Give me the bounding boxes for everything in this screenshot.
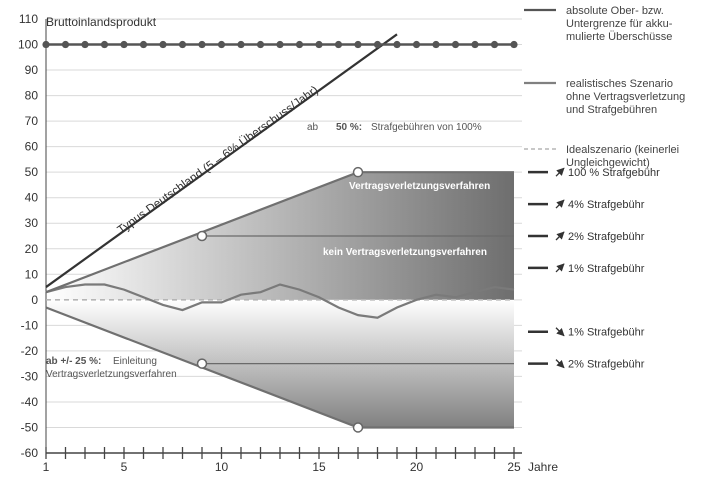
- realistic-scenario-line: [45, 283, 515, 319]
- arrow-down-icon: [555, 359, 565, 369]
- gdp-point: [373, 40, 382, 49]
- gdp-point: [295, 40, 304, 49]
- threshold-marker: [196, 230, 208, 242]
- gdp-point: [451, 40, 460, 49]
- legend-label: Ungleichgewicht): [566, 157, 650, 169]
- y-tick-label: 40: [25, 191, 39, 205]
- legend-label: und Strafgebühren: [566, 104, 657, 116]
- gdp-point: [178, 40, 187, 49]
- threshold-marker: [196, 358, 208, 369]
- threshold-markers: [196, 166, 364, 433]
- gdp-point: [490, 40, 499, 49]
- gdp-point: [412, 40, 421, 49]
- legend-label: absolute Ober- bzw.: [566, 5, 664, 17]
- x-tick-label: 25: [507, 460, 521, 474]
- arrow-down-icon: [555, 327, 565, 337]
- penalty-label: 2% Strafgebühr: [568, 359, 645, 371]
- y-tick-label: -40: [21, 395, 39, 409]
- x-tick-label: 1: [43, 460, 50, 474]
- zone-label-1: Vertragsverletzungsverfahren: [349, 181, 490, 192]
- gdp-point: [61, 40, 70, 49]
- y-tick-label: 100: [18, 38, 38, 52]
- legend-label: ohne Vertragsverletzung: [566, 91, 685, 103]
- penalty-label: 1% Strafgebühr: [568, 327, 645, 339]
- lower-text-2: Vertragsverletzungsverfahren: [46, 369, 177, 380]
- gdp-point: [198, 40, 206, 49]
- penalty-label: 100 % Strafgebühr: [568, 167, 660, 179]
- gdp-point: [256, 40, 265, 49]
- arrow-up-icon: [555, 231, 565, 241]
- x-tick-label: 5: [121, 460, 128, 474]
- gdp-point: [237, 40, 245, 49]
- gdp-label: Bruttoinlandsprodukt: [46, 15, 157, 29]
- y-tick-label: 80: [25, 89, 39, 103]
- penalty-label: 4% Strafgebühr: [568, 199, 645, 211]
- gdp-point: [100, 40, 109, 49]
- upper-text: Strafgebühren von 100%: [371, 122, 482, 133]
- gdp-point: [393, 40, 401, 49]
- gdp-point: [510, 40, 518, 49]
- arrow-up-icon: [555, 263, 565, 273]
- threshold-marker: [352, 166, 364, 178]
- y-tick-label: -60: [21, 446, 39, 460]
- y-tick-label: -10: [21, 318, 39, 332]
- y-tick-label: 110: [19, 12, 38, 26]
- legend-label: mulierte Überschüsse: [566, 31, 672, 43]
- penalty-labels: 100 % Strafgebühr 4% Strafgebühr 2% Strafg…: [528, 167, 660, 371]
- arrow-up-icon: [555, 167, 565, 177]
- arrow-up-icon: [555, 199, 565, 209]
- typus-deutschland-line: [45, 33, 398, 288]
- threshold-marker: [352, 422, 364, 433]
- zone-label-2: kein Vertragsverletzungsverfahren: [323, 247, 487, 258]
- y-tick-label: 20: [25, 242, 39, 256]
- y-tick-label: 60: [25, 140, 39, 154]
- legend-label: realistisches Szenario: [566, 78, 673, 90]
- gdp-point: [432, 40, 440, 49]
- gdp-point: [276, 40, 284, 49]
- upper-threshold: 50 %:: [336, 122, 362, 133]
- x-tick-label: 15: [312, 460, 326, 474]
- penalty-label: 2% Strafgebühr: [568, 231, 645, 243]
- penalty-label: 1% Strafgebühr: [568, 263, 645, 275]
- y-tick-label: -30: [21, 369, 39, 383]
- gdp-point: [81, 40, 89, 49]
- lower-prefix: ab +/- 25 %:: [46, 356, 101, 367]
- legend-label: Idealszenario (keinerlei: [566, 144, 679, 156]
- gdp-point: [315, 40, 323, 49]
- y-tick-label: 0: [31, 293, 38, 307]
- x-axis: 1 5 10 15 20 25: [43, 447, 522, 474]
- y-tick-label: 50: [25, 165, 39, 179]
- y-tick-label: 30: [25, 216, 39, 230]
- gdp-point: [120, 40, 128, 49]
- corridor-areas: [46, 172, 514, 428]
- series-lines: [42, 33, 518, 429]
- gdp-point: [217, 40, 226, 49]
- upper-prefix: ab: [307, 122, 319, 133]
- gdp-point: [354, 40, 362, 49]
- y-axis-ticks: 1101009080706050403020100-10-20-30-40-50…: [18, 12, 47, 460]
- x-tick-label: 10: [215, 460, 229, 474]
- y-tick-label: -20: [21, 344, 39, 358]
- gdp-point: [471, 40, 479, 49]
- y-tick-label: 10: [25, 267, 39, 281]
- x-tick-label: 20: [410, 460, 424, 474]
- legend: absolute Ober- bzw.Untergrenze für akku-…: [524, 5, 685, 169]
- gdp-point: [139, 40, 148, 49]
- legend-label: Untergrenze für akku-: [566, 18, 673, 30]
- lower-text-1: Einleitung: [113, 356, 157, 367]
- gdp-point: [334, 40, 343, 49]
- x-axis-label: Jahre: [528, 460, 558, 474]
- gdp-point: [42, 40, 50, 49]
- y-tick-label: 70: [25, 114, 39, 128]
- y-tick-label: 90: [25, 63, 39, 77]
- y-tick-label: -50: [21, 420, 39, 434]
- gdp-point: [159, 40, 167, 49]
